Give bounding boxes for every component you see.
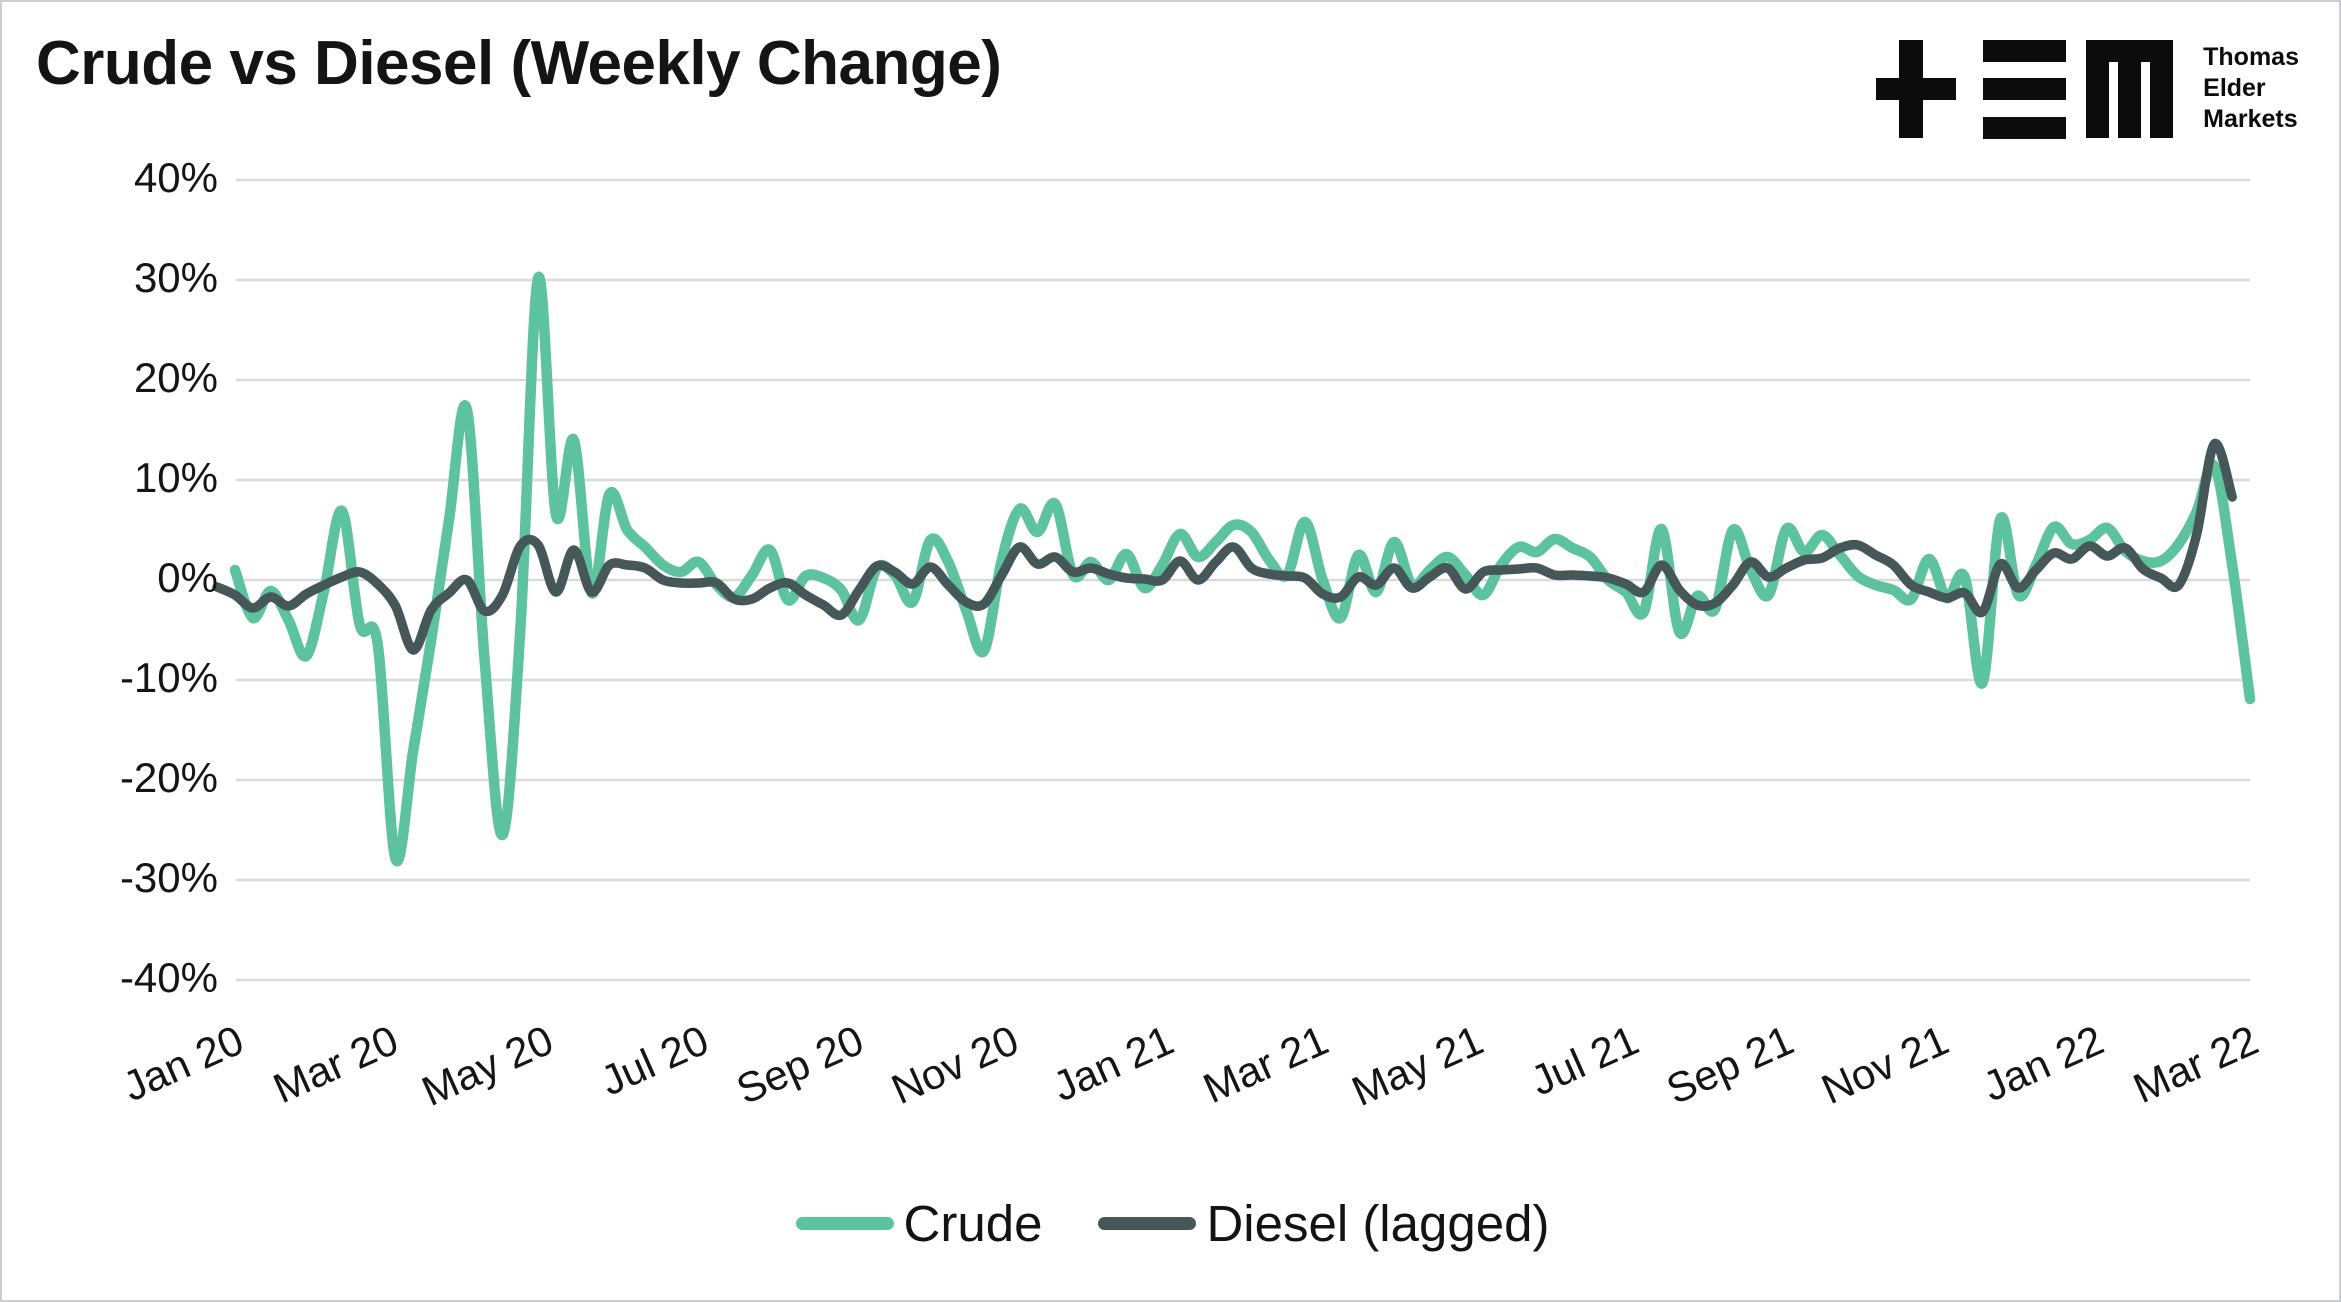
logo-plus-icon: [1876, 40, 1957, 138]
y-axis-tick-label: -40%: [119, 954, 218, 1001]
y-axis-tick-label: 40%: [133, 154, 218, 201]
diesel-line-swatch: [1098, 1217, 1197, 1230]
y-axis-tick-label: 20%: [133, 354, 218, 401]
logo-text-line2: Elder: [2203, 74, 2266, 102]
legend-item-diesel: Diesel (lagged): [1098, 1194, 1549, 1253]
y-axis-tick-label: 10%: [133, 454, 218, 501]
series-crude: [229, 271, 2256, 867]
series-diesel-lagged: [212, 439, 2237, 655]
logo-m-icon: [2086, 40, 2174, 138]
crude-line-swatch: [795, 1217, 894, 1230]
logo-text: Thomas Elder Markets: [2203, 40, 2299, 135]
tem-logo: Thomas Elder Markets: [1876, 40, 2299, 139]
y-axis-tick-label: 0%: [157, 554, 218, 601]
y-axis-tick-label: 30%: [133, 254, 218, 301]
legend-label-crude: Crude: [903, 1195, 1043, 1252]
legend-label-diesel: Diesel (lagged): [1206, 1195, 1550, 1252]
legend: Crude Diesel (lagged): [2, 1194, 2339, 1253]
chart-title: Crude vs Diesel (Weekly Change): [36, 29, 1002, 98]
logo-text-line3: Markets: [2203, 105, 2298, 133]
y-axis-tick-label: -10%: [119, 654, 218, 701]
logo-bars-icon: [1983, 40, 2067, 139]
y-axis-tick-label: -20%: [119, 754, 218, 801]
y-axis-tick-label: -30%: [119, 854, 218, 901]
legend-item-crude: Crude: [795, 1194, 1043, 1253]
logo-text-line1: Thomas: [2203, 43, 2299, 71]
